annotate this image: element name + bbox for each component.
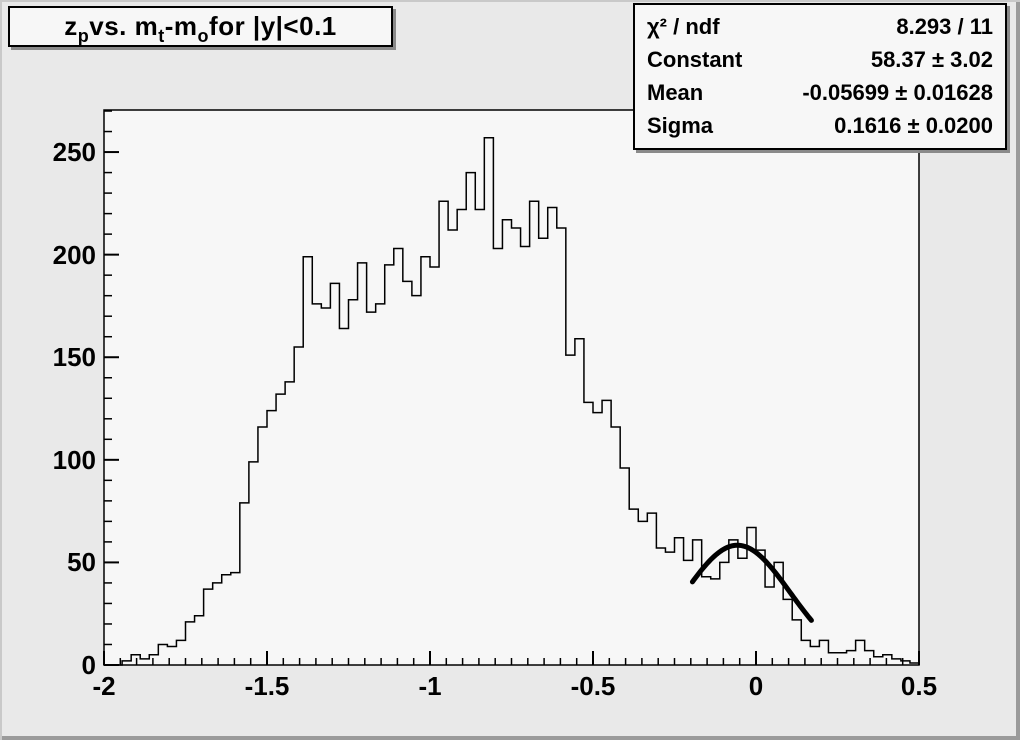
y-axis-tick-label: 150 (52, 342, 96, 373)
y-axis-tick-label: 0 (81, 650, 96, 680)
plot-frame (103, 109, 920, 666)
x-axis-tick-label: -0.5 (570, 671, 616, 701)
title-segment: z (64, 11, 78, 41)
stats-label: Sigma (647, 113, 714, 139)
stats-value: -0.05699 ± 0.01628 (802, 80, 993, 106)
stats-label: Constant (647, 46, 743, 72)
stats-value: 8.293 / 11 (896, 13, 993, 39)
y-axis-tick-label: 250 (52, 137, 96, 168)
x-axis-tick-label: 0 (748, 671, 764, 701)
stats-row: Sigma 0.1616 ± 0.0200 (635, 113, 1005, 139)
title-segment: o (197, 26, 210, 46)
stats-row: Mean -0.05699 ± 0.01628 (635, 80, 1005, 106)
x-axis-tick-label: -2 (92, 671, 116, 701)
fit-stats-box: χ² / ndf 8.293 / 11 Constant 58.37 ± 3.02 Me… (633, 3, 1007, 150)
title-segment: -m (164, 11, 198, 41)
y-axis-tick-label: 100 (52, 444, 96, 475)
title-segment: t (158, 26, 165, 46)
x-axis-tick-label: -1.5 (244, 671, 290, 701)
y-axis-tick-label: 200 (52, 239, 96, 270)
x-axis-tick-label: 0.5 (900, 671, 938, 701)
stats-label: Mean (647, 80, 704, 106)
title-segment: for |y|<0.1 (209, 11, 337, 41)
stats-row: Constant 58.37 ± 3.02 (635, 47, 1005, 73)
plot-title: zp vs. mt-mo for |y|<0.1 (64, 11, 337, 46)
histogram-step-line (104, 136, 920, 666)
y-axis-tick-label: 50 (67, 547, 96, 578)
stats-value: 58.37 ± 3.02 (870, 46, 993, 72)
stats-row: χ² / ndf 8.293 / 11 (635, 14, 1005, 40)
gaussian-fit-curve (689, 542, 814, 623)
x-axis-tick-label: -1 (418, 671, 442, 701)
stats-label: χ² / ndf (647, 13, 720, 39)
title-segment: vs. m (89, 11, 159, 41)
stats-value: 0.1616 ± 0.0200 (834, 113, 993, 139)
title-segment: p (77, 26, 90, 46)
title-box: zp vs. mt-mo for |y|<0.1 (8, 6, 393, 47)
axis-ticks (103, 110, 920, 666)
